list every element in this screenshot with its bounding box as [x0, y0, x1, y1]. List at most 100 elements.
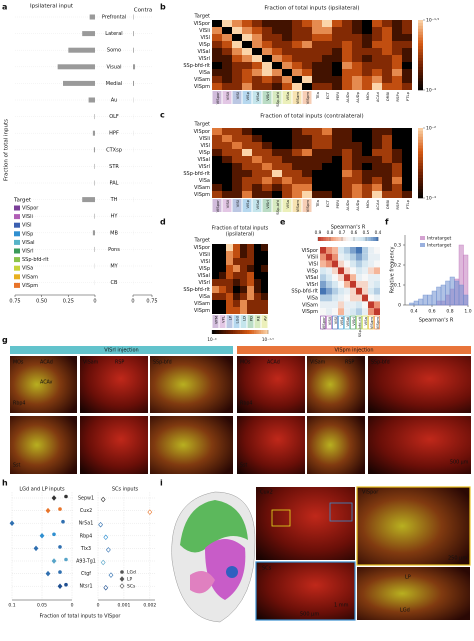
- heat-cell: [262, 76, 272, 83]
- hist-bar: [427, 294, 433, 306]
- colorbar-step: [418, 130, 423, 135]
- heat-cell: [372, 135, 382, 142]
- point: [52, 532, 56, 537]
- heat-cell: [312, 128, 322, 135]
- heat-cell: [402, 27, 412, 34]
- image-label: SCs: [262, 566, 272, 572]
- image-label: LGd: [400, 608, 410, 614]
- heat-cell: [232, 142, 242, 149]
- colorbar-step: [365, 237, 369, 241]
- heat-cell: [312, 177, 322, 184]
- heat-cell: [282, 170, 292, 177]
- heat-cell: [322, 170, 332, 177]
- label-bg: [74, 532, 97, 539]
- column-label: AUDv: [345, 91, 350, 102]
- heat-cell: [322, 191, 332, 198]
- colorbar-step: [335, 237, 339, 241]
- heat-cell: [212, 244, 219, 251]
- heat-cell: [368, 247, 374, 254]
- heat-cell: [312, 163, 322, 170]
- heat-cell: [212, 272, 219, 279]
- column-label: VISp: [245, 91, 250, 100]
- colorbar-step: [418, 168, 423, 173]
- column-box: [240, 315, 247, 328]
- column-label: ACAd: [375, 199, 380, 210]
- heat-cell: [212, 300, 219, 307]
- heat-cell: [362, 69, 372, 76]
- heat-cell: [219, 251, 226, 258]
- point: [61, 519, 65, 524]
- legend-swatch: [14, 222, 20, 228]
- heat-cell: [342, 55, 352, 62]
- column-label: ACAd: [375, 91, 380, 102]
- heat-cell: [392, 41, 402, 48]
- heat-cell: [352, 83, 362, 90]
- column-label: RSPv: [395, 91, 400, 101]
- heat-cell: [344, 308, 350, 315]
- column-label: VISa: [363, 317, 368, 325]
- hist-bar: [422, 294, 428, 306]
- heat-cell: [322, 135, 332, 142]
- legend-marker: [119, 576, 125, 582]
- hist-bar: [409, 302, 415, 306]
- heat-cell: [392, 62, 402, 69]
- column-box: [222, 199, 232, 212]
- colorbar-step: [254, 330, 257, 334]
- heat-cell: [222, 156, 232, 163]
- colorbar-step: [373, 237, 376, 241]
- colorbar-label: 10⁻⁴: [426, 88, 436, 94]
- colorbar-step: [360, 237, 364, 241]
- heat-cell: [312, 27, 322, 34]
- image-label: Sst: [240, 463, 248, 469]
- heat-cell: [240, 244, 247, 251]
- column-box: [262, 199, 272, 212]
- heat-cell: [232, 48, 242, 55]
- heat-cell: [372, 55, 382, 62]
- heat-cell: [261, 279, 268, 286]
- x-tick-label: 0.002: [143, 603, 156, 609]
- point: [33, 545, 39, 552]
- hist-bar: [436, 286, 442, 306]
- column-box: [292, 91, 302, 104]
- heat-cell: [232, 163, 242, 170]
- colorbar-label: 10⁻¹·⁵: [262, 337, 275, 342]
- column-box: [262, 91, 272, 104]
- heat-cell: [254, 300, 261, 307]
- heat-cell: [402, 142, 412, 149]
- heat-cell: [326, 267, 332, 275]
- colorbar-step: [418, 72, 423, 76]
- heat-cell: [247, 286, 254, 293]
- colorbar-label: 0.6: [351, 230, 358, 235]
- column-box: [302, 91, 312, 104]
- colorbar-step: [418, 151, 423, 155]
- heat-cell: [362, 184, 372, 191]
- heat-cell: [344, 260, 350, 268]
- hist-bar: [463, 294, 469, 306]
- region-label: Lateral: [105, 31, 122, 37]
- colorbar-step: [368, 237, 371, 241]
- column-label: ECT: [325, 199, 330, 207]
- heat-cell: [332, 156, 342, 163]
- heat-cell: [338, 308, 344, 315]
- bar: [68, 47, 95, 53]
- heat-cell: [392, 184, 402, 191]
- gene-label: A93-Tg1: [76, 559, 96, 565]
- column-label: VISam: [369, 317, 374, 329]
- heat-cell: [272, 142, 282, 149]
- colorbar-step: [214, 330, 217, 334]
- bar: [93, 147, 95, 153]
- column-label: PERI: [335, 92, 340, 100]
- row-label: VISli: [199, 252, 210, 258]
- heat-cell: [272, 62, 282, 69]
- heat-cell: [362, 163, 372, 170]
- heat-cell: [272, 184, 282, 191]
- heat-cell: [382, 83, 392, 90]
- point: [108, 572, 114, 578]
- image-label: Rbp4: [13, 401, 25, 407]
- heat-cell: [252, 27, 262, 34]
- heat-cell: [282, 48, 292, 55]
- heat-cell: [382, 76, 392, 83]
- panel-label: e: [280, 218, 286, 227]
- heat-cell: [302, 41, 312, 48]
- legend-swatch: [420, 243, 425, 247]
